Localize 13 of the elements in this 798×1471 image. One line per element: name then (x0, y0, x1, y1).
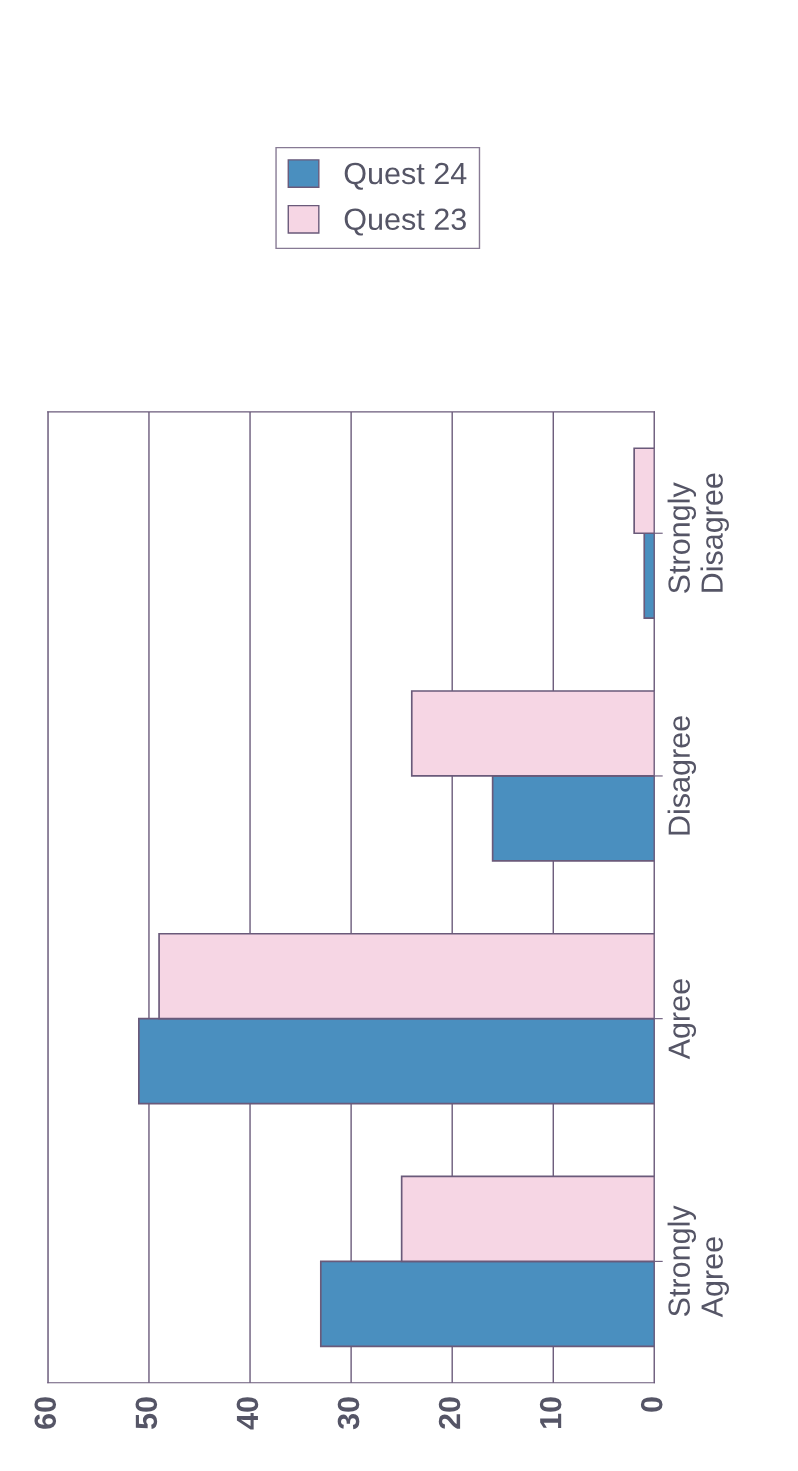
y-tick-label: Agree (668, 979, 697, 1060)
y-tick-label: Strongly Agree (667, 1205, 729, 1318)
x-tick-label: 50 (135, 1397, 158, 1429)
x-tick-label: 20 (438, 1397, 461, 1429)
x-tick-label: 60 (34, 1397, 57, 1429)
legend-label: Quest 23 (344, 208, 466, 236)
x-tick-label: 10 (539, 1397, 562, 1428)
x-tick-label: 0 (640, 1397, 663, 1412)
y-tick-label: Strongly Disagree (667, 473, 729, 593)
legend-label: Quest 24 (344, 162, 467, 190)
x-tick-label: 40 (236, 1397, 259, 1430)
y-tick-label: Disagree (667, 716, 697, 835)
x-tick-label: 30 (337, 1397, 360, 1430)
